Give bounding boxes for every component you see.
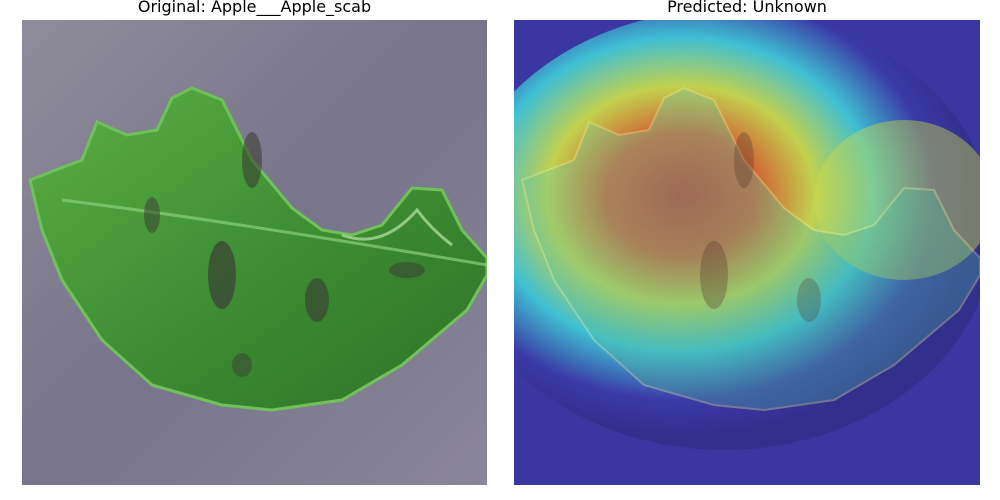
original-leaf-image <box>22 20 487 485</box>
prediction-heatmap-image <box>514 20 980 485</box>
original-image-title: Original: Apple___Apple_scab <box>137 0 372 16</box>
prediction-image-title: Predicted: Unknown <box>667 0 827 16</box>
